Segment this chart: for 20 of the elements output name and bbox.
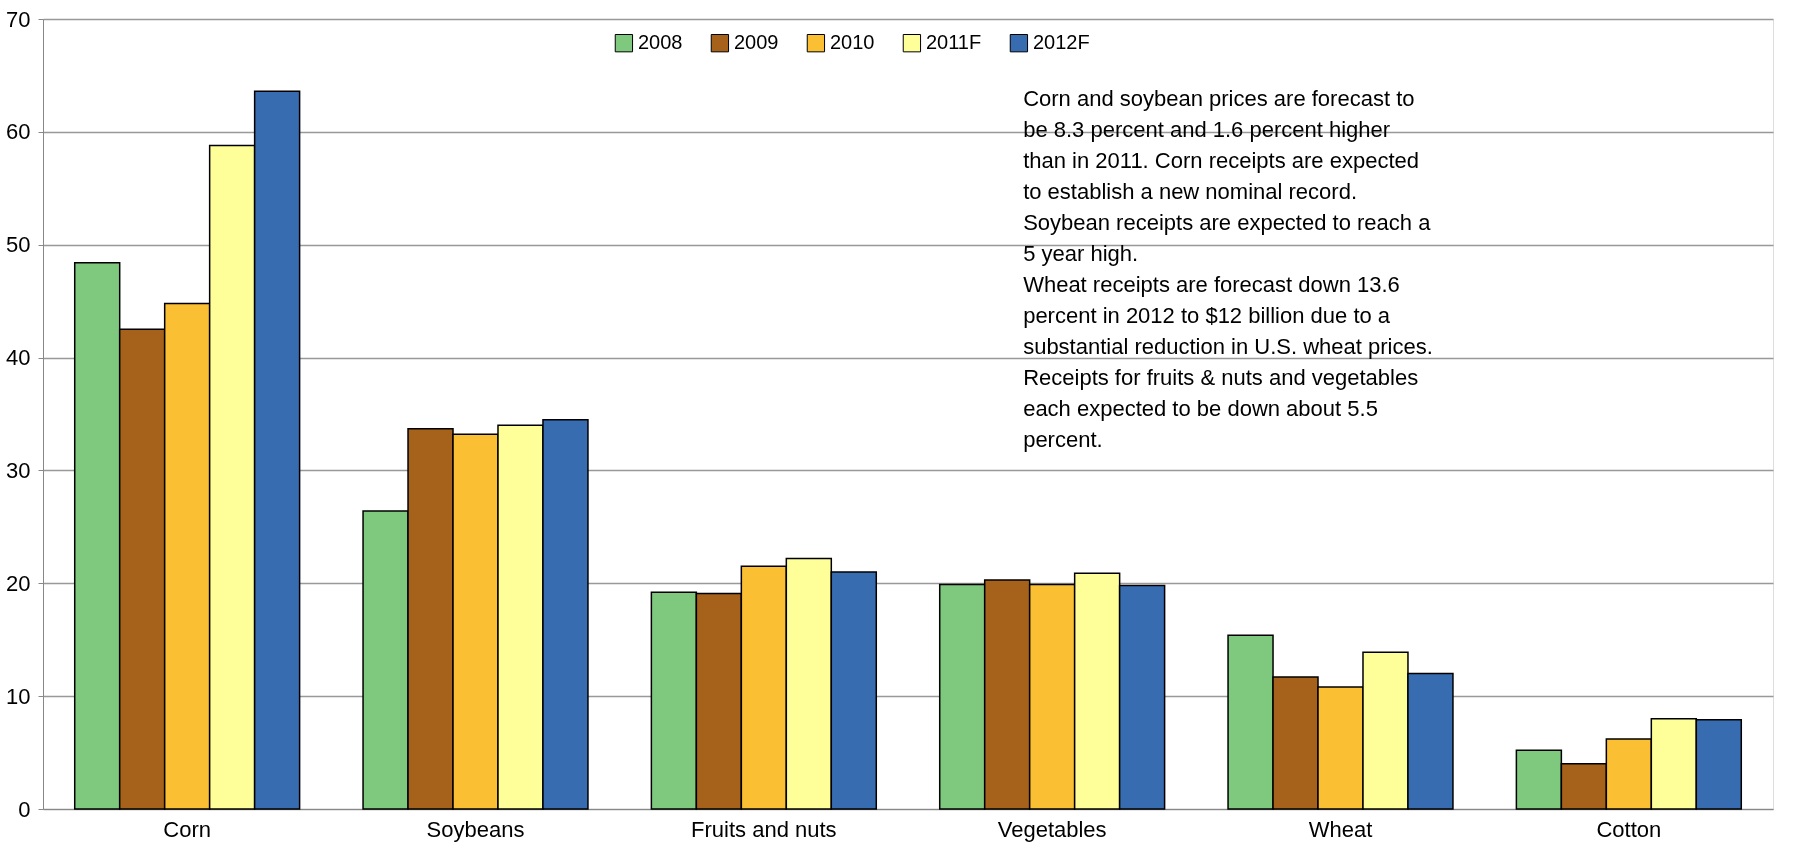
legend-label: 2008 (637, 31, 683, 54)
legend-label: 2011F (925, 31, 982, 54)
y-tick-label: 20 (6, 570, 31, 596)
y-tick-label: 0 (18, 796, 31, 822)
y-tick-label: 10 (6, 683, 31, 709)
x-tick-label: Vegetables (997, 816, 1107, 842)
y-tick-label: 70 (6, 6, 31, 32)
x-tick-label: Soybeans (426, 816, 525, 842)
text: Corn and soybean prices are forecast to be 8.3 percent and 1.6 percent higher than in 2011. Corn receipts are expected to establish a new nominal record. Soybean receipts are expected to reach a 5 year high. Wheat receipts are forecast down 13.6 percent in 2012 to $12 billion due to a substantial reduction in U.S. wheat prices. Receipts for fruits & nuts and vegetables each expected to be down about 5.5 percent. (1023, 86, 1433, 452)
y-tick-label: 50 (6, 232, 31, 258)
y-tick-label: 40 (6, 345, 31, 371)
x-tick-label: Corn (163, 816, 212, 842)
legend-label: 2009 (733, 31, 779, 54)
x-tick-label: Fruits and nuts (691, 816, 837, 842)
x-tick-label: Cotton (1596, 816, 1662, 842)
y-tick-label: 60 (6, 119, 31, 145)
legend-label: 2012F (1032, 31, 1090, 54)
x-tick-label: Wheat (1308, 816, 1373, 842)
y-tick-label: 30 (6, 457, 31, 483)
legend-label: 2010 (829, 31, 875, 54)
